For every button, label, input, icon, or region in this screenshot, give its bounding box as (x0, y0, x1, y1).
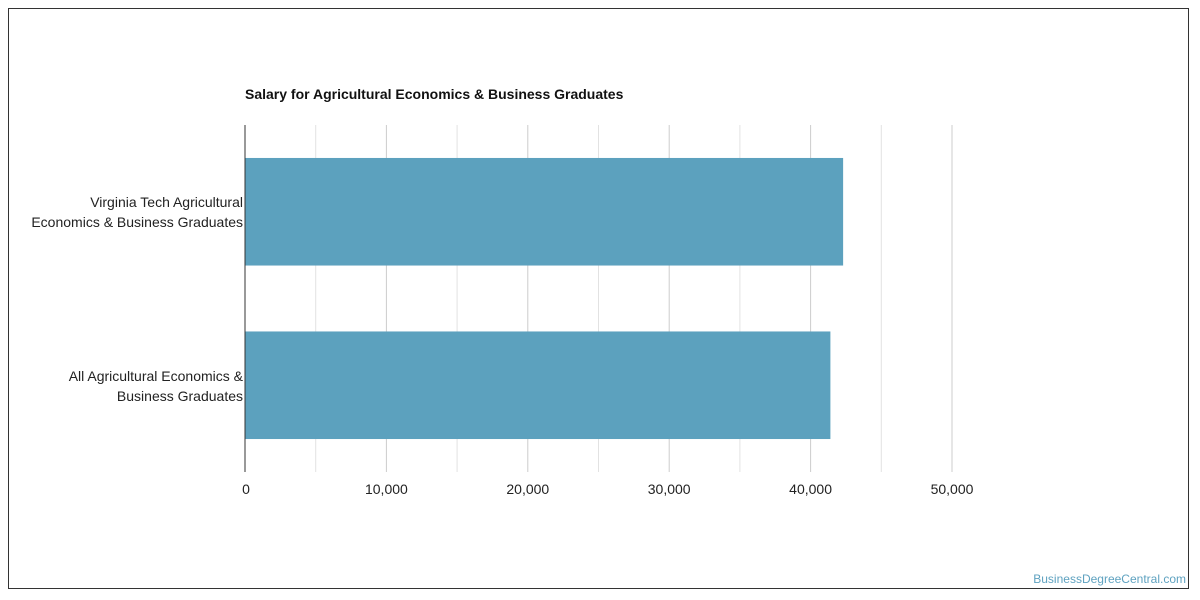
x-tick-label: 20,000 (506, 481, 550, 497)
x-tick-label: 0 (242, 481, 250, 497)
x-tick-label: 50,000 (930, 481, 974, 497)
category-label-line: All Agricultural Economics & (68, 368, 243, 384)
x-tick-label: 40,000 (789, 481, 833, 497)
watermark[interactable]: BusinessDegreeCentral.com (1033, 572, 1186, 586)
bar[interactable] (245, 331, 831, 440)
chart-title: Salary for Agricultural Economics & Busi… (245, 86, 624, 102)
chart-frame (8, 8, 1189, 589)
category-label-virginia-tech: Virginia Tech Agricultural Economics & B… (3, 192, 243, 232)
category-label-line: Business Graduates (116, 388, 243, 404)
bar[interactable] (245, 157, 844, 266)
category-label-all-graduates: All Agricultural Economics & Business Gr… (3, 366, 243, 406)
x-tick-label: 30,000 (647, 481, 691, 497)
category-label-line: Economics & Business Graduates (31, 214, 243, 230)
x-tick-label: 10,000 (364, 481, 408, 497)
category-label-line: Virginia Tech Agricultural (90, 194, 243, 210)
